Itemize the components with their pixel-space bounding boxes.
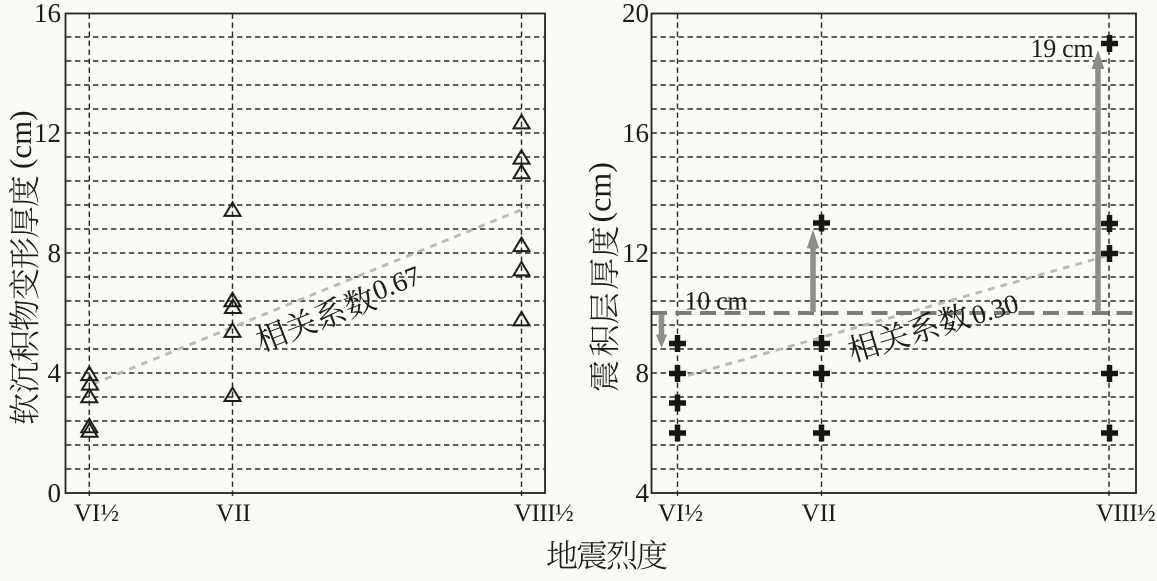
svg-text:0.67: 0.67 (368, 261, 425, 308)
svg-text:8: 8 (48, 238, 62, 268)
svg-text:4: 4 (636, 478, 650, 508)
svg-text:10 cm: 10 cm (685, 287, 748, 316)
svg-text:VI½: VI½ (658, 500, 703, 527)
svg-text:20: 20 (622, 0, 649, 28)
svg-text:(cm): (cm) (3, 110, 38, 169)
svg-text:16: 16 (34, 0, 61, 28)
svg-text:VIII½: VIII½ (1096, 500, 1155, 527)
svg-text:VII: VII (216, 500, 251, 527)
svg-text:VIII½: VIII½ (514, 500, 573, 527)
svg-text:4: 4 (48, 358, 62, 388)
svg-text:VII: VII (802, 500, 837, 527)
svg-text:VI½: VI½ (74, 500, 119, 527)
svg-text:19 cm: 19 cm (1031, 34, 1094, 63)
svg-text:12: 12 (34, 118, 61, 148)
svg-text:12: 12 (622, 238, 649, 268)
svg-text:16: 16 (622, 118, 649, 148)
svg-text:0: 0 (48, 478, 62, 508)
svg-text:8: 8 (636, 358, 650, 388)
svg-text:(cm): (cm) (582, 162, 618, 222)
